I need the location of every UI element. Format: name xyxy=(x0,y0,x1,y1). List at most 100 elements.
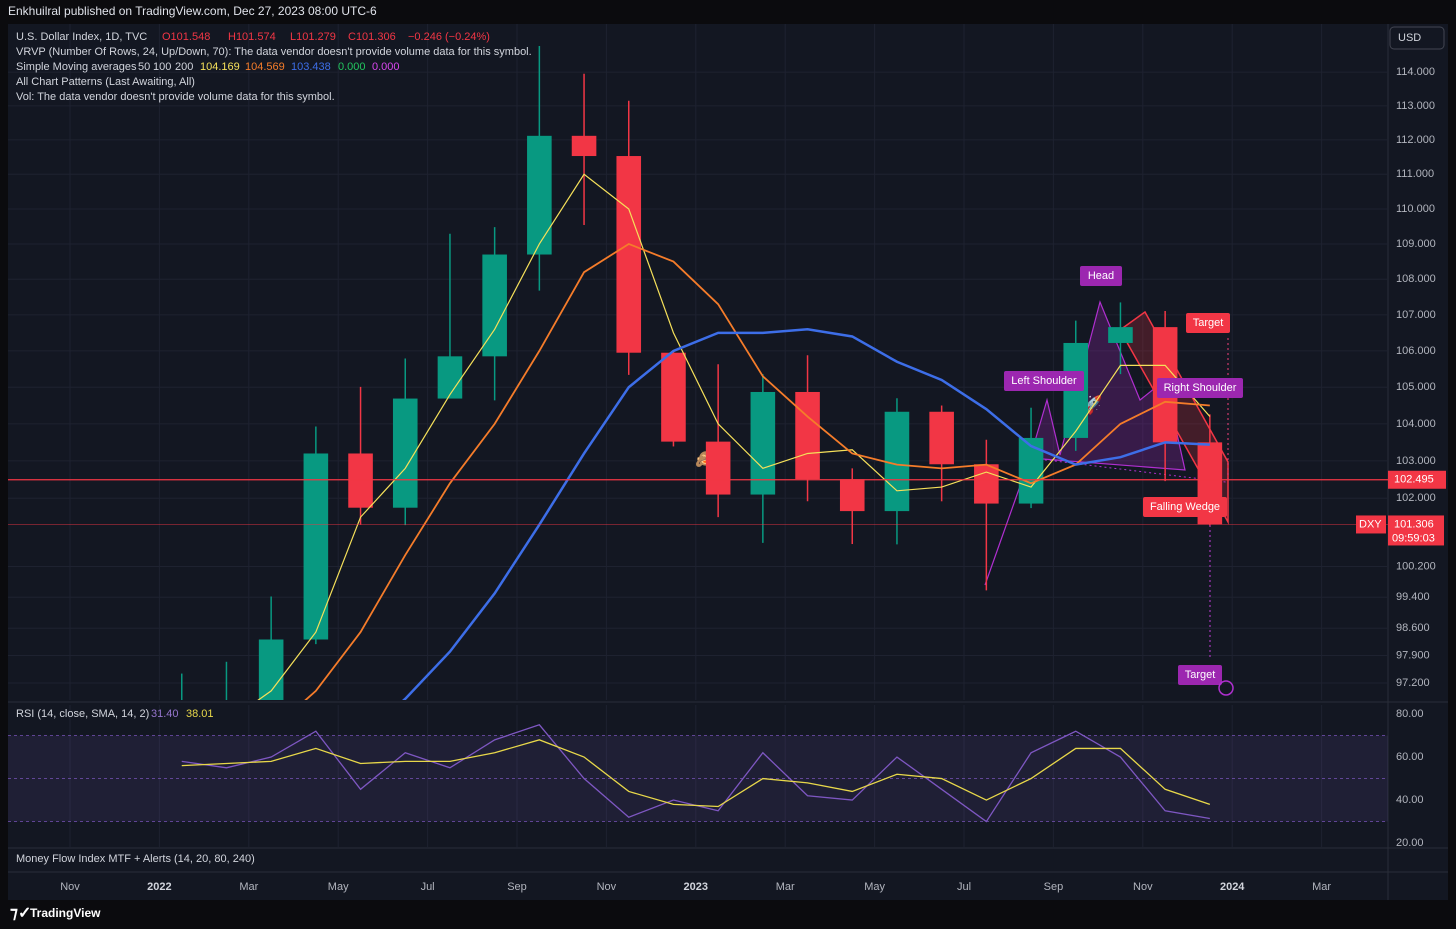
publish-header: Enkhuilral published on TradingView.com,… xyxy=(8,4,377,18)
y-tick-label: 107.000 xyxy=(1396,309,1436,321)
candle-body xyxy=(974,464,999,504)
candle-body xyxy=(661,352,686,442)
y-tick-label: 97.900 xyxy=(1396,649,1430,661)
y-tick-label: 111.000 xyxy=(1396,168,1434,180)
x-tick-label: Nov xyxy=(60,881,80,893)
x-tick-label: Mar xyxy=(1312,881,1331,893)
candle-body xyxy=(750,391,776,495)
annotation-box xyxy=(1178,665,1222,685)
x-tick-label: Sep xyxy=(507,881,527,893)
annotation-label: Falling Wedge xyxy=(1150,501,1220,513)
legend-change: −0.246 (−0.24%) xyxy=(408,31,490,43)
sma-line xyxy=(257,173,1211,700)
legend-sma-value: 104.569 xyxy=(245,61,285,73)
candle-body xyxy=(392,398,418,508)
y-tick-label: 114.000 xyxy=(1396,66,1435,78)
legend-ohlc: O101.548 xyxy=(162,31,210,43)
currency-label[interactable]: USD xyxy=(1398,32,1421,44)
x-tick-label: 2023 xyxy=(684,881,708,893)
x-tick-label: Mar xyxy=(776,881,795,893)
legend-rsi-value: 31.40 xyxy=(151,708,179,720)
x-tick-label: Nov xyxy=(1133,881,1153,893)
price-tag-label: 102.495 xyxy=(1394,474,1434,486)
candle-body xyxy=(437,356,463,399)
y-tick-label: 110.000 xyxy=(1396,203,1435,215)
legend-sma-length: 200 xyxy=(175,61,193,73)
x-tick-label: Jul xyxy=(421,881,435,893)
price-tag xyxy=(1388,470,1446,489)
candle-body xyxy=(1108,327,1133,343)
legend-rsi: RSI (14, close, SMA, 14, 2) xyxy=(16,708,149,720)
x-tick-label: Nov xyxy=(597,881,617,893)
legend-vol: Vol: The data vendor doesn't provide vol… xyxy=(16,91,335,103)
rsi-tick-label: 40.00 xyxy=(1396,794,1424,806)
candle-body xyxy=(884,411,910,512)
annotation-label: Left Shoulder xyxy=(1011,375,1077,387)
last-price-tag xyxy=(1388,515,1444,546)
x-tick-label: Mar xyxy=(239,881,258,893)
x-tick-label: 2024 xyxy=(1220,881,1245,893)
annotation-label: Target xyxy=(1185,669,1216,681)
sma-line xyxy=(402,328,1210,700)
legend-vrvp: VRVP (Number Of Rows, 24, Up/Down, 70): … xyxy=(16,46,532,58)
candle-body xyxy=(303,453,329,640)
annotation-box xyxy=(1004,371,1084,391)
candle-body xyxy=(705,441,731,495)
candle-body xyxy=(571,135,597,157)
rsi-pane xyxy=(8,724,1388,823)
legend-sma: Simple Moving averages xyxy=(16,61,137,73)
x-tick-label: 2022 xyxy=(147,881,171,893)
legend-sma-length: 100 xyxy=(153,61,171,73)
legend-patterns: All Chart Patterns (Last Awaiting, All) xyxy=(16,76,195,88)
candle-body xyxy=(795,391,820,480)
y-tick-label: 102.000 xyxy=(1396,492,1436,504)
x-tick-label: May xyxy=(328,881,349,893)
y-tick-label: 109.000 xyxy=(1396,238,1436,250)
last-price-label: 101.306 xyxy=(1394,518,1434,530)
y-tick-label: 106.000 xyxy=(1396,345,1436,357)
legend-mfi: Money Flow Index MTF + Alerts (14, 20, 8… xyxy=(16,853,255,865)
y-tick-label: 105.000 xyxy=(1396,381,1436,393)
y-tick-label: 97.200 xyxy=(1396,677,1430,689)
legend-sma-value: 103.438 xyxy=(291,61,331,73)
y-tick-label: 98.600 xyxy=(1396,622,1430,634)
countdown-label: 09:59:03 xyxy=(1392,532,1435,544)
candle-body xyxy=(258,639,284,700)
y-tick-label: 113.000 xyxy=(1396,100,1435,112)
annotation-box xyxy=(1186,313,1230,333)
x-tick-label: Sep xyxy=(1044,881,1064,893)
annotation-label: Target xyxy=(1193,317,1224,329)
x-tick-label: Jul xyxy=(957,881,971,893)
annotation-box xyxy=(1157,378,1243,398)
y-tick-label: 103.000 xyxy=(1396,455,1436,467)
legend: U.S. Dollar Index, 1D, TVC O101.548 H101… xyxy=(16,31,1243,865)
candle-body xyxy=(616,156,642,353)
legend-sma-value: 0.000 xyxy=(372,61,400,73)
annotation-box xyxy=(1080,266,1122,286)
candle-body xyxy=(527,135,552,255)
brand-name: TradingView xyxy=(30,906,101,920)
candle-body xyxy=(348,453,373,508)
symbol-tag xyxy=(1356,515,1386,534)
candle-body xyxy=(839,479,865,512)
legend-ohlc: L101.279 xyxy=(290,31,336,43)
legend-symbol: U.S. Dollar Index, 1D, TVC xyxy=(16,31,147,43)
x-tick-label: May xyxy=(864,881,885,893)
brand-logo: ⁊✓ xyxy=(10,905,31,922)
legend-rsi-value: 38.01 xyxy=(186,708,214,720)
y-tick-label: 104.000 xyxy=(1396,418,1436,430)
y-tick-label: 108.000 xyxy=(1396,273,1436,285)
rsi-line xyxy=(181,739,1211,808)
legend-ohlc: H101.574 xyxy=(228,31,276,43)
legend-sma-value: 104.169 xyxy=(200,61,240,73)
rsi-tick-label: 80.00 xyxy=(1396,708,1424,720)
candle-body xyxy=(482,254,507,357)
legend-ohlc: C101.306 xyxy=(348,31,396,43)
rsi-tick-label: 60.00 xyxy=(1396,751,1424,763)
annotation-box xyxy=(1143,497,1227,517)
rsi-tick-label: 20.00 xyxy=(1396,837,1424,849)
legend-sma-value: 0.000 xyxy=(338,61,366,73)
currency-button[interactable] xyxy=(1389,26,1445,50)
annotation-label: Right Shoulder xyxy=(1164,382,1237,394)
